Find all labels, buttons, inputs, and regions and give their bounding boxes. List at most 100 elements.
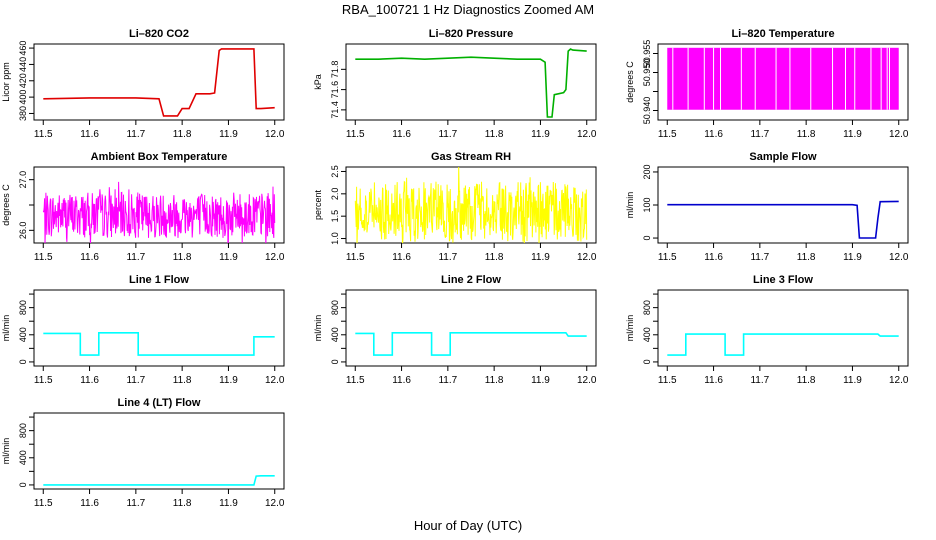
x-tick-label: 11.6 <box>704 252 723 263</box>
y-axis-label: ml/min <box>625 315 635 342</box>
panel-box <box>657 289 909 367</box>
panel-title: Li–820 CO2 <box>129 28 189 40</box>
y-tick-label: 71.4 <box>330 101 340 119</box>
x-tick-label: 11.5 <box>346 252 365 263</box>
x-tick-label: 11.6 <box>80 498 99 509</box>
x-tick-label: 11.9 <box>843 375 862 386</box>
x-tick-label: 12.0 <box>265 129 285 140</box>
panel-box <box>345 43 597 121</box>
y-tick-label: 380 <box>18 106 28 121</box>
data-layer <box>43 474 275 486</box>
y-tick-label: 800 <box>330 300 340 315</box>
x-tick-label: 11.7 <box>750 375 769 386</box>
y-tick-label: 71.6 <box>330 81 340 99</box>
panel-8: Line 2 Flow ml/min 11.5 11.6 11.7 11.8 11.9 12.… <box>313 274 597 386</box>
x-tick-label: 12.0 <box>889 375 909 386</box>
y-axis-label: Licor ppm <box>1 62 11 102</box>
panel-2: Li–820 Pressure kPa 11.5 11.6 11.7 11.8 11.9 12… <box>313 28 597 140</box>
x-tick-label: 11.9 <box>219 129 238 140</box>
y-tick-label: 460 <box>18 41 28 56</box>
y-axis-label: ml/min <box>1 315 11 342</box>
panel-7: Line 1 Flow ml/min 11.5 11.6 11.7 11.8 11.9 12.… <box>1 274 285 386</box>
panel-box <box>33 43 285 121</box>
x-tick-label: 11.7 <box>126 375 145 386</box>
data-layer <box>43 48 275 117</box>
y-tick-label: 400 <box>18 327 28 342</box>
y-tick-label: 420 <box>18 73 28 88</box>
x-tick-label: 12.0 <box>265 252 285 263</box>
x-tick-label: 11.8 <box>485 129 504 140</box>
data-layer <box>667 333 899 356</box>
x-tick-label: 11.7 <box>126 129 145 140</box>
x-tick-label: 11.6 <box>80 129 99 140</box>
data-layer <box>355 331 587 356</box>
panel-title: Gas Stream RH <box>431 151 511 163</box>
y-tick-label: 1.0 <box>330 232 340 245</box>
series-line <box>355 48 587 118</box>
panel-title: Li–820 Pressure <box>429 28 513 40</box>
data-layer <box>42 181 276 243</box>
y-tick-label: 50.955 <box>642 40 652 68</box>
panel-title: Li–820 Temperature <box>731 28 834 40</box>
series-line <box>667 200 899 239</box>
x-tick-label: 12.0 <box>265 498 285 509</box>
x-tick-label: 11.5 <box>34 498 53 509</box>
x-tick-label: 12.0 <box>577 252 597 263</box>
panel-title: Ambient Box Temperature <box>91 151 228 163</box>
y-tick-label: 400 <box>330 327 340 342</box>
series-line <box>667 333 899 356</box>
panel-box <box>345 166 597 244</box>
panel-5: Gas Stream RH percent 11.5 11.6 11.7 11.8 11.9… <box>313 151 597 263</box>
x-tick-label: 12.0 <box>577 375 597 386</box>
y-tick-label: 0 <box>18 359 28 364</box>
y-axis-label: degrees C <box>625 61 635 103</box>
series-line <box>43 474 275 486</box>
panel-box <box>33 412 285 490</box>
series-line <box>354 167 588 243</box>
data-layer <box>43 331 275 356</box>
x-tick-label: 11.7 <box>126 252 145 263</box>
y-tick-label: 440 <box>18 57 28 72</box>
y-tick-label: 400 <box>18 90 28 105</box>
data-layer <box>667 47 899 110</box>
series-line <box>42 181 276 243</box>
x-tick-label: 11.9 <box>531 375 550 386</box>
x-tick-label: 11.7 <box>438 252 457 263</box>
panel-title: Line 1 Flow <box>129 274 189 286</box>
panel-10: Line 4 (LT) Flow ml/min 11.5 11.6 11.7 11.8 11… <box>1 397 285 509</box>
x-tick-label: 11.7 <box>438 375 457 386</box>
x-tick-label: 11.9 <box>219 498 238 509</box>
x-tick-label: 11.8 <box>485 375 504 386</box>
y-axis-label: degrees C <box>1 184 11 226</box>
y-axis-label: ml/min <box>313 315 323 342</box>
x-tick-label: 11.9 <box>219 375 238 386</box>
panel-6: Sample Flow ml/min 11.5 11.6 11.7 11.8 11.9 12.… <box>625 151 909 263</box>
panel-1: Li–820 CO2 Licor ppm 11.5 11.6 11.7 11.8 11.9 1… <box>1 28 285 140</box>
panel-9: Line 3 Flow ml/min 11.5 11.6 11.7 11.8 11.9 12.… <box>625 274 909 386</box>
x-tick-label: 11.6 <box>80 375 99 386</box>
y-tick-label: 0 <box>642 359 652 364</box>
x-tick-label: 12.0 <box>577 129 597 140</box>
data-layer <box>354 167 588 243</box>
panel-title: Line 4 (LT) Flow <box>118 397 201 409</box>
y-tick-label: 200 <box>642 164 652 179</box>
series-line <box>43 331 275 356</box>
x-tick-label: 11.6 <box>392 375 411 386</box>
panel-title: Line 3 Flow <box>753 274 813 286</box>
y-tick-label: 50.950 <box>642 59 652 87</box>
x-tick-label: 11.7 <box>750 129 769 140</box>
data-layer <box>667 200 899 239</box>
figure-title: RBA_100721 1 Hz Diagnostics Zoomed AM <box>341 2 595 17</box>
panel-box <box>657 43 909 121</box>
y-axis-label: kPa <box>313 74 323 90</box>
y-tick-label: 400 <box>18 450 28 465</box>
panel-4: Ambient Box Temperature degrees C 11.5 11.6… <box>1 151 285 263</box>
x-tick-label: 11.7 <box>750 252 769 263</box>
x-tick-label: 11.7 <box>438 129 457 140</box>
x-tick-label: 11.5 <box>346 375 365 386</box>
y-tick-label: 27.0 <box>18 171 28 189</box>
x-tick-label: 11.5 <box>658 252 677 263</box>
series-line <box>355 331 587 356</box>
y-tick-label: 0 <box>18 482 28 487</box>
